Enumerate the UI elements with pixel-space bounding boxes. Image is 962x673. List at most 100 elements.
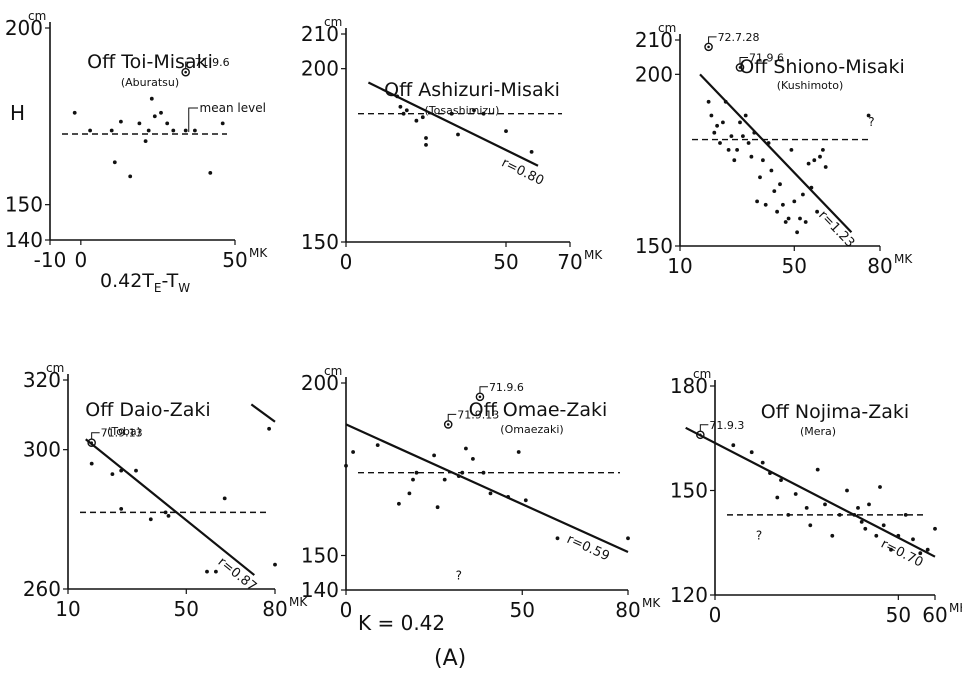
data-point [171,128,176,133]
data-point [709,113,714,118]
data-point [273,562,277,567]
highlighted-point-center [478,395,482,399]
panel-title: Off Ashizuri-Misaki [384,79,560,101]
k-label: K = 0.42 [358,611,445,635]
data-point [411,477,415,482]
uncertain-point: ? [868,115,874,129]
data-point [823,165,828,169]
data-point [933,526,937,531]
y-tick-label: 200 [301,371,339,395]
highlighted-point-center [90,441,93,445]
y-tick-label: 150 [301,230,339,254]
data-point [896,533,901,538]
highlighted-point [696,430,705,440]
data-point [863,526,868,531]
r-value-label: r=1.23 [815,208,857,251]
data-point [859,520,864,524]
date-callout [479,386,488,393]
uncertain-point: ? [456,569,462,583]
highlighted-point-center [446,423,450,426]
date-callout [91,432,100,439]
data-point [395,94,400,99]
data-point [165,121,170,126]
data-point [735,148,739,152]
highlighted-point-center [184,70,187,74]
data-point [779,478,783,482]
data-point [110,472,115,476]
data-point [208,171,213,175]
data-point [778,182,782,187]
data-point [214,569,218,574]
x-tick-label: 80 [262,597,287,621]
y-unit-label: cm [693,367,711,381]
data-point [163,510,168,515]
data-point [911,537,915,542]
date-callout [699,424,709,431]
x-tick-label: 0 [709,603,722,627]
data-point [775,209,779,214]
data-point [803,220,808,224]
data-point [193,128,197,133]
data-point [845,488,849,493]
regression-line-upper [250,403,276,423]
data-point [766,141,771,145]
data-point [205,569,209,574]
data-point [119,468,124,473]
highlighted-point-center [699,433,702,437]
highlighted-point-center [738,66,742,69]
regression-line [685,426,936,558]
x-tick-label: 50 [222,248,247,272]
data-point [414,118,419,123]
panel-subtitle: (Kushimoto) [777,79,843,92]
data-point [351,450,355,454]
data-point [128,174,133,179]
y-tick-label: 200 [301,57,339,81]
data-point [449,111,454,116]
y-tick-label: 210 [301,22,339,46]
data-point [152,114,157,119]
data-point [407,491,412,496]
date-callout [708,36,717,43]
y-tick-label: 260 [23,577,61,601]
data-point [555,536,560,541]
data-point [460,470,465,475]
panel-subtitle: (Omaezaki) [500,423,563,436]
x-unit-label: MK [584,248,603,262]
data-point [464,446,468,451]
data-point [222,496,227,501]
x-tick-label: 10 [667,254,692,278]
data-point [414,470,419,475]
data-point [143,139,148,144]
data-point [112,160,117,165]
data-point [119,119,123,124]
data-point [424,143,428,147]
y-tick-label: 210 [635,28,673,52]
data-point [768,471,772,475]
data-point [435,505,440,510]
data-point [397,501,401,506]
y-unit-label: cm [324,364,342,378]
data-point [743,113,748,118]
data-point [769,168,774,173]
data-point [442,477,447,482]
panel-title: Off Nojima-Zaki [761,401,909,423]
highlighted-point [181,67,190,77]
date-label: 71.9.6 [489,381,524,394]
panel-title: Off Shiono-Misaki [739,56,904,78]
data-point [806,161,811,166]
data-point [504,129,508,134]
data-point [481,111,486,116]
data-point [626,536,630,541]
data-point [456,474,461,478]
data-point [809,185,814,190]
data-point [808,523,813,528]
data-point [729,134,734,139]
data-point [488,491,493,496]
date-label: 71.9.13 [457,408,499,421]
data-point [220,121,225,126]
data-point [119,507,124,511]
data-point [792,199,797,204]
